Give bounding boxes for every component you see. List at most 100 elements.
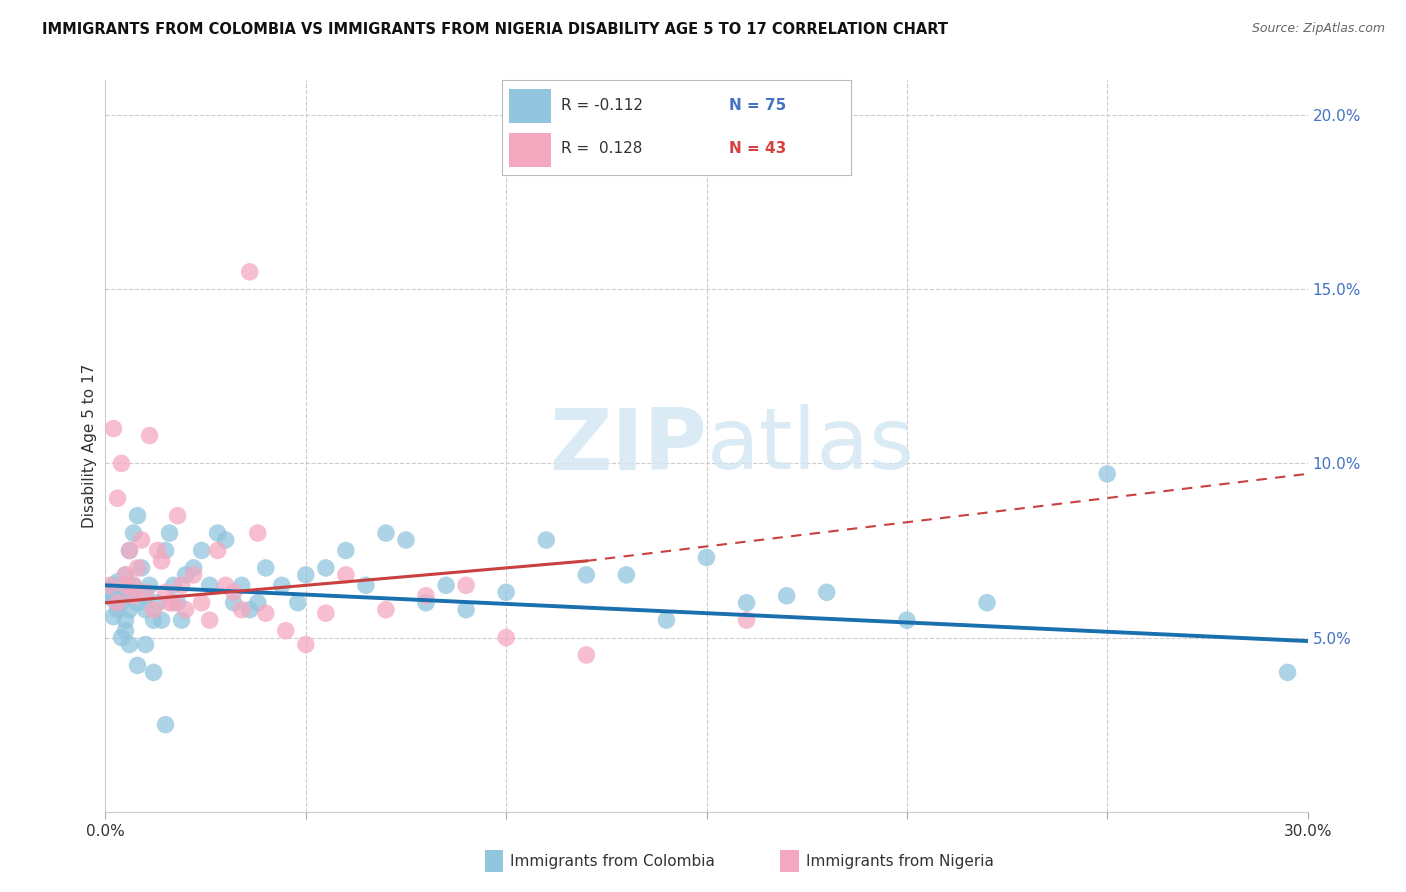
Text: Immigrants from Nigeria: Immigrants from Nigeria <box>806 855 994 869</box>
Point <box>110 631 132 645</box>
Point <box>295 638 318 652</box>
Point <box>415 589 437 603</box>
Point <box>183 561 205 575</box>
Point <box>335 567 357 582</box>
Point <box>118 543 141 558</box>
Point <box>166 508 188 523</box>
Point <box>239 603 262 617</box>
Point <box>395 533 418 547</box>
Point <box>495 631 517 645</box>
Point <box>170 613 193 627</box>
Point <box>159 526 181 541</box>
Text: IMMIGRANTS FROM COLOMBIA VS IMMIGRANTS FROM NIGERIA DISABILITY AGE 5 TO 17 CORRE: IMMIGRANTS FROM COLOMBIA VS IMMIGRANTS F… <box>42 22 948 37</box>
Point <box>114 613 136 627</box>
Point <box>122 578 145 592</box>
Point <box>335 543 357 558</box>
Point <box>155 585 177 599</box>
Point <box>575 567 598 582</box>
Point <box>98 585 121 599</box>
Point <box>254 606 277 620</box>
Point <box>114 578 136 592</box>
Point <box>127 561 149 575</box>
Point <box>274 624 297 638</box>
Point <box>138 578 160 592</box>
Point <box>103 578 125 592</box>
Point <box>254 561 277 575</box>
Point <box>454 578 477 592</box>
Point <box>142 665 165 680</box>
Point <box>110 596 132 610</box>
Point <box>246 596 269 610</box>
Point <box>207 543 229 558</box>
Point <box>287 596 309 610</box>
Point <box>103 592 125 607</box>
Text: atlas: atlas <box>707 404 914 488</box>
Point <box>655 613 678 627</box>
Point <box>198 613 221 627</box>
Point <box>170 578 193 592</box>
Point <box>110 585 132 599</box>
Text: ZIP: ZIP <box>548 404 707 488</box>
Point <box>198 578 221 592</box>
Point <box>131 533 153 547</box>
Point <box>103 609 125 624</box>
Point <box>616 567 638 582</box>
Point <box>190 543 212 558</box>
Point <box>127 596 149 610</box>
Point <box>976 596 998 610</box>
Point <box>127 508 149 523</box>
Point <box>735 613 758 627</box>
Point <box>138 428 160 442</box>
Point <box>231 578 253 592</box>
Point <box>114 624 136 638</box>
Point <box>270 578 292 592</box>
Point <box>575 648 598 662</box>
Point <box>103 582 125 596</box>
Point <box>246 526 269 541</box>
Text: Source: ZipAtlas.com: Source: ZipAtlas.com <box>1251 22 1385 36</box>
Point <box>454 603 477 617</box>
Point <box>122 578 145 592</box>
Point <box>107 596 129 610</box>
Point <box>354 578 377 592</box>
Point <box>150 613 173 627</box>
Point <box>222 585 245 599</box>
Point <box>776 589 799 603</box>
Point <box>374 526 398 541</box>
Point <box>166 596 188 610</box>
Point <box>315 606 337 620</box>
Point <box>214 533 236 547</box>
Point <box>118 638 141 652</box>
Point <box>107 574 129 589</box>
Point <box>495 585 517 599</box>
Point <box>122 589 145 603</box>
Point <box>107 491 129 506</box>
Point <box>162 596 184 610</box>
Point <box>1097 467 1119 481</box>
Point <box>190 596 212 610</box>
Point <box>135 638 157 652</box>
Point <box>162 578 184 592</box>
Point <box>159 596 181 610</box>
Point <box>534 533 557 547</box>
Point <box>142 603 165 617</box>
Point <box>107 596 129 610</box>
Point <box>315 561 337 575</box>
Point <box>118 603 141 617</box>
Point <box>896 613 918 627</box>
Point <box>131 561 153 575</box>
Point <box>174 567 197 582</box>
Point <box>98 589 121 603</box>
Point <box>696 550 718 565</box>
Point <box>155 717 177 731</box>
Point <box>815 585 838 599</box>
Point <box>295 567 318 582</box>
Point <box>127 658 149 673</box>
Point <box>114 589 136 603</box>
Point <box>142 613 165 627</box>
Point <box>374 603 398 617</box>
Point <box>183 567 205 582</box>
Point <box>118 543 141 558</box>
Point <box>146 596 169 610</box>
Point <box>107 603 129 617</box>
